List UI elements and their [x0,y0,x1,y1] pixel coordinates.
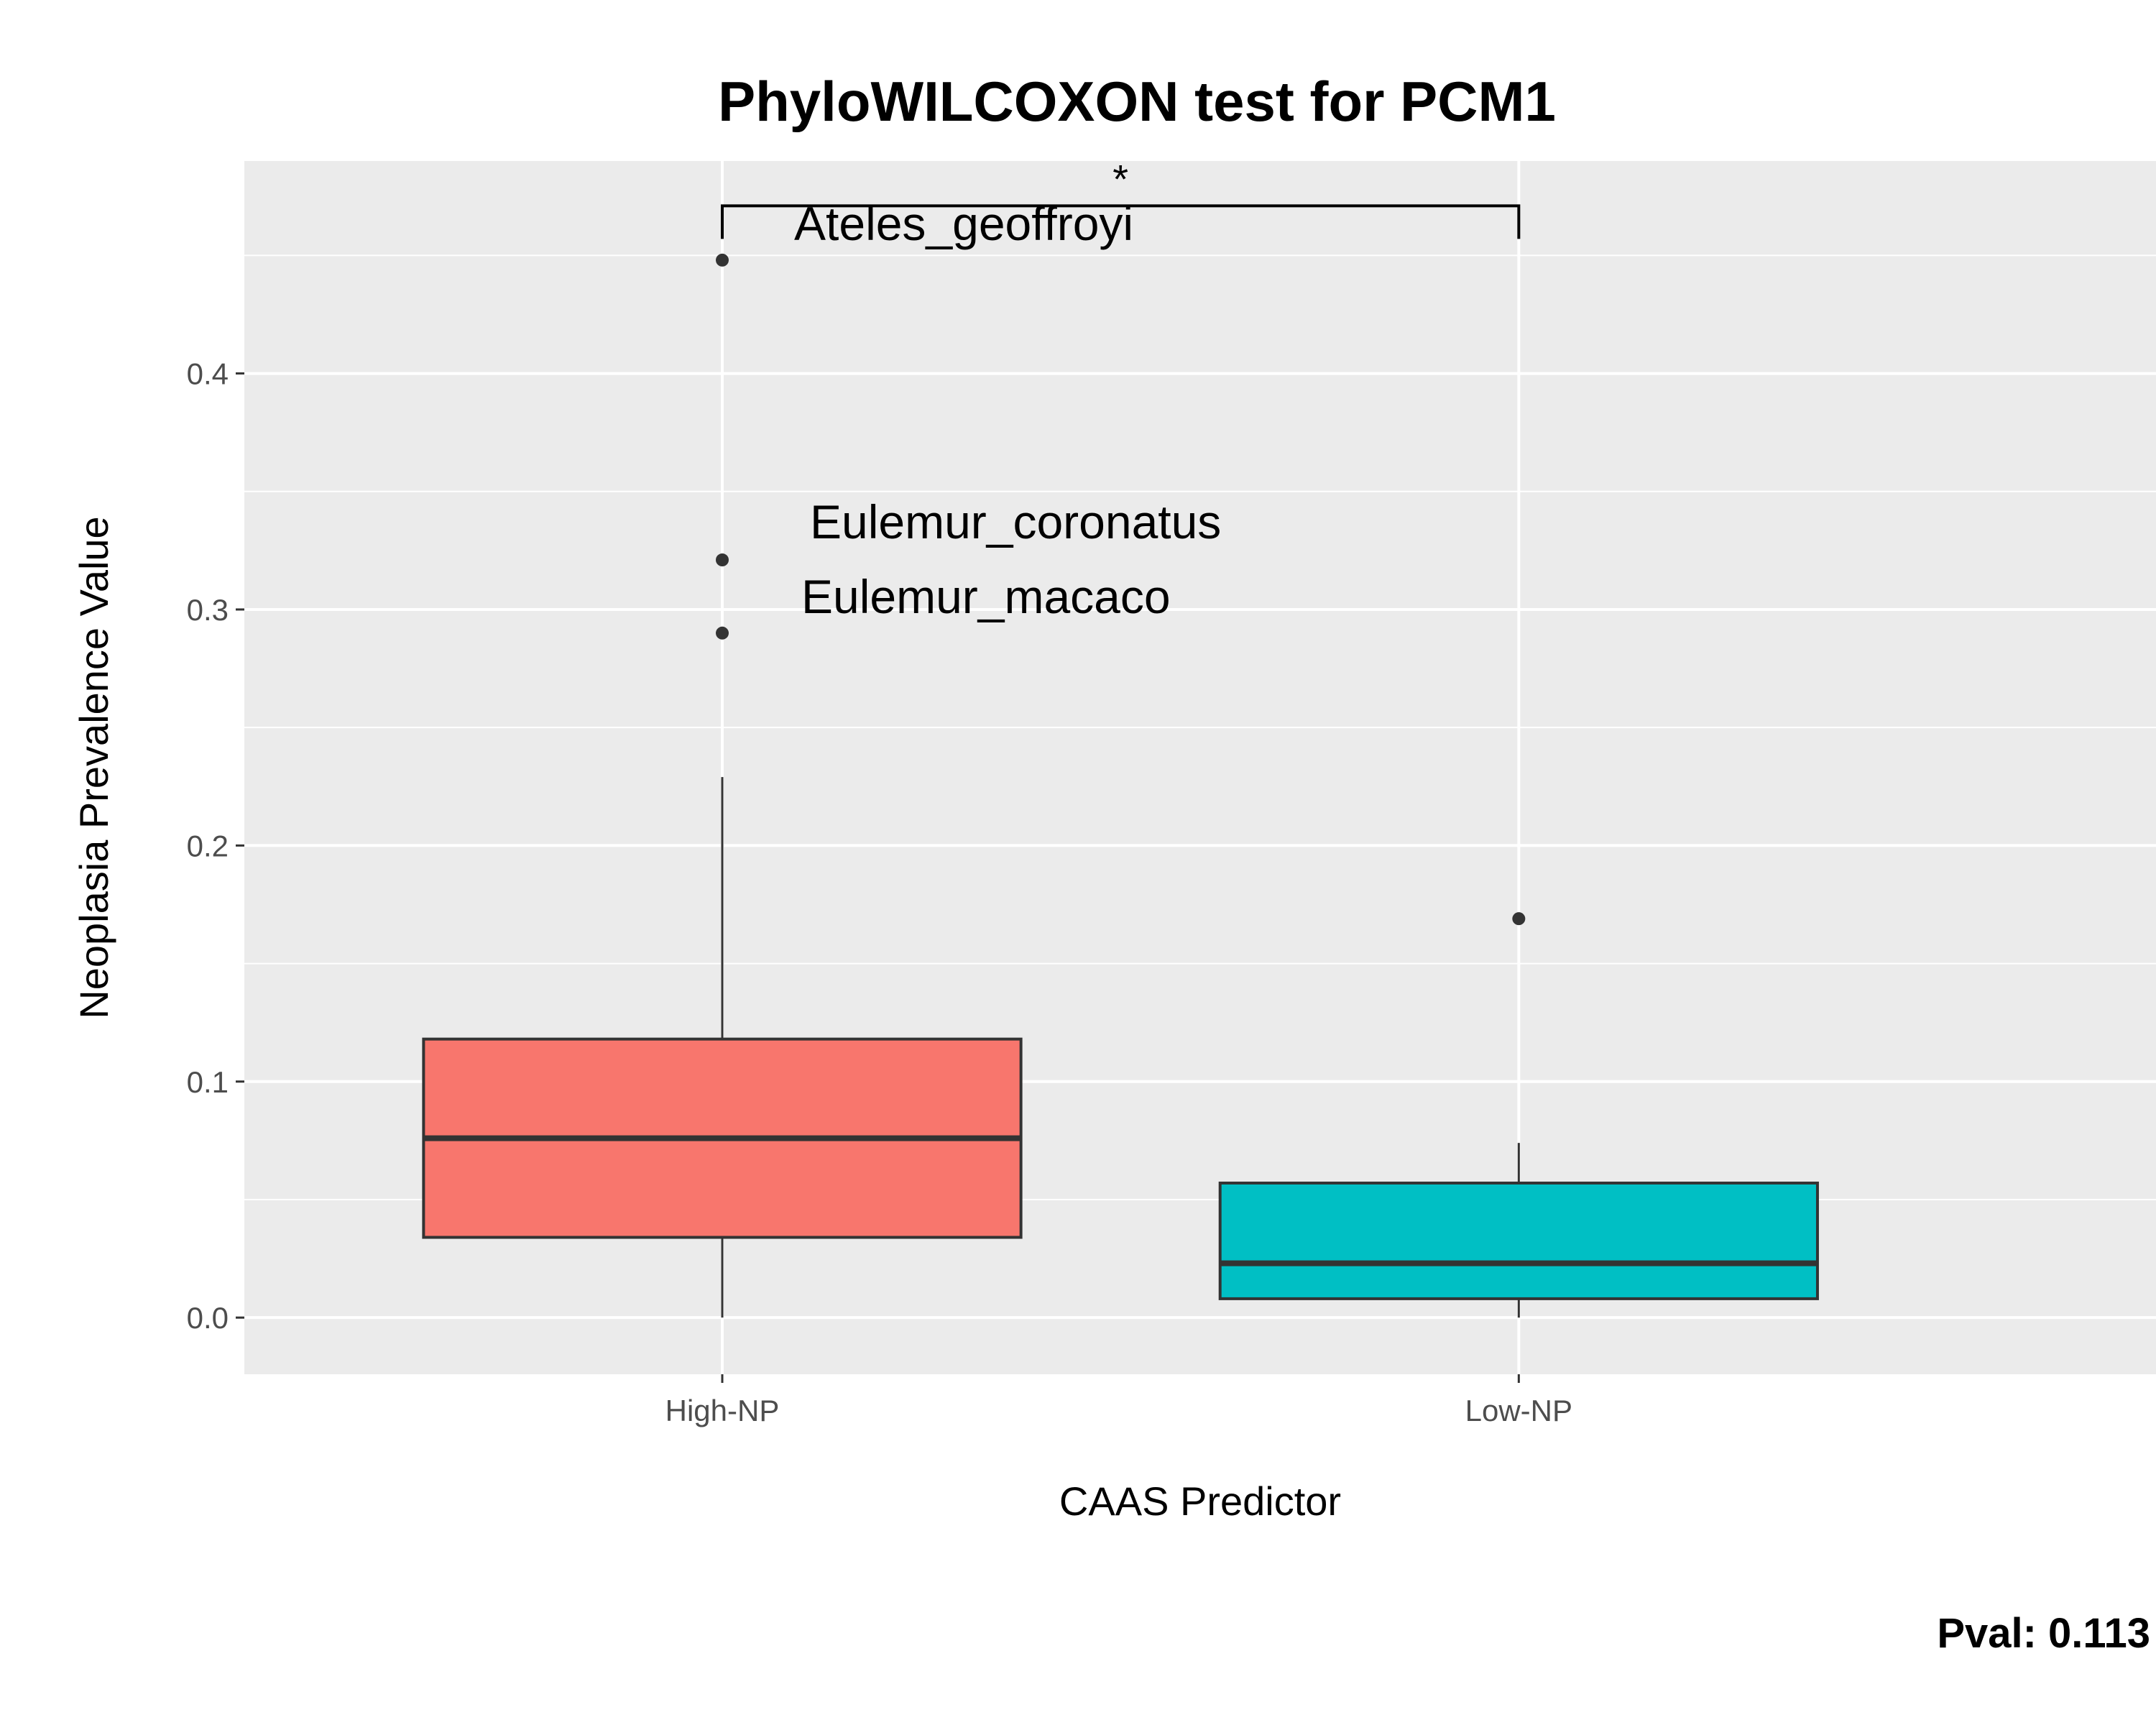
x-axis-title: CAAS Predictor [1059,1478,1341,1524]
chart-title: PhyloWILCOXON test for PCM1 [718,70,1556,133]
y-tick-label: 0.2 [187,829,229,862]
boxes [422,777,1819,1318]
outlier-point-low-np [1512,912,1526,926]
y-tick-label: 0.3 [187,593,229,627]
x-axis: High-NP Low-NP [665,1374,1572,1427]
outlier-point-high-np [716,253,729,267]
significance-label: * [1112,156,1128,201]
outlier-point-high-np [716,553,729,567]
p-value-label: Pval: 0.113 [1937,1610,2150,1657]
significance-bracket: * [721,156,1521,239]
y-tick-label: 0.4 [187,357,229,391]
x-tick-label: High-NP [665,1394,780,1427]
outlier-points [716,253,1526,926]
outlier-annotation: Eulemur_macaco [801,570,1171,623]
y-axis: 0.0 0.1 0.2 0.3 0.4 [187,357,244,1335]
y-tick-label: 0.1 [187,1065,229,1099]
outlier-point-high-np [716,626,729,640]
y-tick-label: 0.0 [187,1301,229,1335]
box-low-np [1218,1181,1819,1300]
x-tick-label: Low-NP [1465,1394,1572,1427]
y-axis-title: Neoplasia Prevalence Value [71,516,116,1018]
significance-bracket-line [721,204,1521,239]
outlier-annotation: Eulemur_coronatus [810,495,1221,548]
